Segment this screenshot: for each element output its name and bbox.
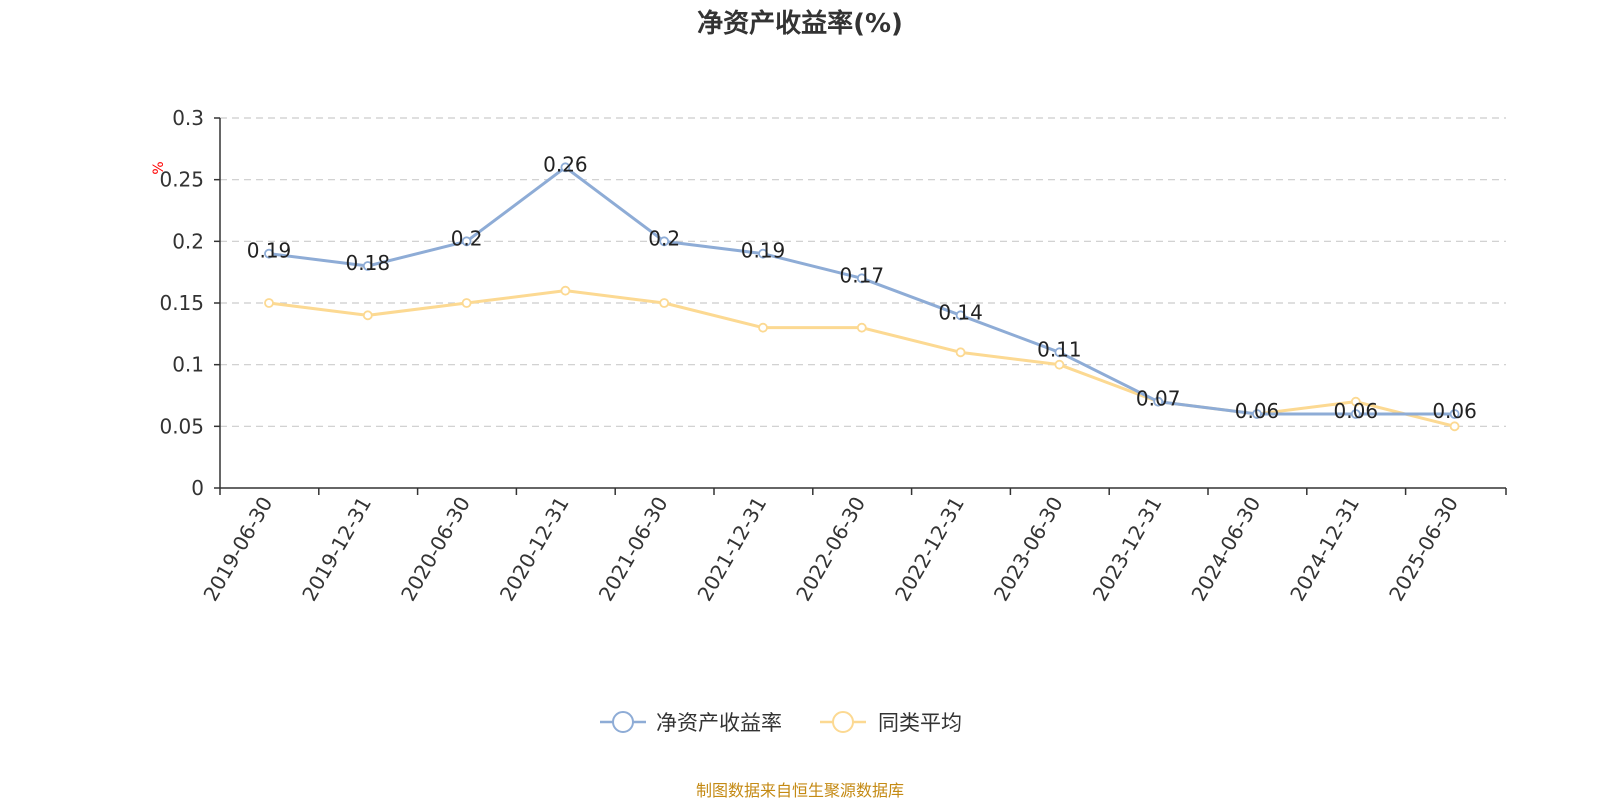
data-label: 0.06 <box>1235 399 1280 423</box>
series-lines <box>264 162 1460 432</box>
data-label: 0.19 <box>741 239 786 263</box>
x-tick-label: 2021-06-30 <box>594 493 673 606</box>
series-point-1[interactable] <box>264 298 274 308</box>
data-label: 0.19 <box>247 239 292 263</box>
x-tick-label: 2020-06-30 <box>396 493 475 606</box>
chart-title: 净资产收益率(%) <box>697 8 903 39</box>
data-label: 0.11 <box>1037 337 1082 361</box>
series-point-0[interactable] <box>955 310 966 321</box>
series-point-0[interactable] <box>362 261 373 271</box>
legend-label-1[interactable]: 同类平均 <box>878 711 962 735</box>
series-point-0[interactable] <box>1252 409 1262 419</box>
series-point-0[interactable] <box>461 236 472 247</box>
x-tick-label: 2024-06-30 <box>1186 493 1265 606</box>
series-point-0[interactable] <box>560 162 571 173</box>
series-point-1[interactable] <box>362 310 373 321</box>
series-point-1[interactable] <box>856 322 867 333</box>
data-label: 0.06 <box>1334 399 1379 423</box>
series-point-0[interactable] <box>1153 396 1164 407</box>
axes <box>214 117 1507 495</box>
data-label: 0.14 <box>938 300 983 324</box>
x-tick-label: 2023-06-30 <box>989 493 1068 606</box>
y-tick-labels: 0 0.05 0.1 0.15 0.2 0.25 0.3 <box>159 106 204 500</box>
series-point-0[interactable] <box>1449 409 1460 419</box>
series-point-1[interactable] <box>955 347 966 358</box>
y-tick-label: 0 <box>191 476 204 500</box>
data-label: 0.18 <box>346 251 391 275</box>
series-line-0 <box>268 165 1455 416</box>
legend-marker-0 <box>612 711 634 733</box>
data-source-note: 制图数据来自恒生聚源数据库 <box>696 781 904 800</box>
x-tick-label: 2020-12-31 <box>495 493 574 606</box>
x-tick-label: 2021-12-31 <box>692 493 771 606</box>
x-tick-label: 2019-12-31 <box>297 493 376 606</box>
series-point-0[interactable] <box>856 273 867 284</box>
series-point-1[interactable] <box>1449 421 1460 432</box>
x-tick-label: 2022-06-30 <box>791 493 870 606</box>
data-label: 0.07 <box>1136 387 1181 411</box>
y-tick-label: 0.15 <box>159 291 204 315</box>
x-tick-label: 2022-12-31 <box>890 493 969 606</box>
series-point-0[interactable] <box>758 248 768 259</box>
series-point-1[interactable] <box>758 322 768 333</box>
grid-lines <box>220 117 1506 427</box>
y-axis-unit: % <box>151 161 167 174</box>
data-label: 0.26 <box>543 152 588 176</box>
y-tick-label: 0.3 <box>172 106 204 130</box>
x-tick-label: 2019-06-30 <box>198 493 277 606</box>
y-tick-label: 0.05 <box>159 414 204 438</box>
series-point-1[interactable] <box>659 298 670 308</box>
data-label: 0.2 <box>648 226 680 250</box>
y-tick-label: 0.25 <box>159 168 204 192</box>
x-tick-label: 2023-12-31 <box>1088 493 1167 606</box>
series-point-0[interactable] <box>1054 347 1065 358</box>
x-tick-label: 2025-06-30 <box>1384 493 1463 606</box>
series-point-1[interactable] <box>461 298 472 308</box>
series-point-1[interactable] <box>560 285 571 296</box>
series-point-1[interactable] <box>1350 396 1361 407</box>
legend-label-0[interactable]: 净资产收益率 <box>656 711 782 735</box>
series-point-0[interactable] <box>659 236 670 247</box>
data-label: 0.06 <box>1432 399 1477 423</box>
x-tick-label: 2024-12-31 <box>1285 493 1364 606</box>
series-point-0[interactable] <box>1350 409 1361 419</box>
y-tick-label: 0.1 <box>172 353 204 377</box>
data-labels: 0.19 0.18 0.2 0.26 0.2 0.19 0.17 0.14 0.11 0.07 0.… <box>247 152 1477 423</box>
legend-marker-1 <box>832 711 854 733</box>
series-point-1[interactable] <box>1054 359 1065 370</box>
data-label: 0.17 <box>840 263 885 287</box>
legend[interactable]: 净资产收益率 同类平均 <box>600 711 962 735</box>
x-tick-labels: 2019-06-30 2019-12-31 2020-06-30 2020-12-31… <box>198 493 1463 606</box>
data-label: 0.2 <box>451 226 483 250</box>
series-point-0[interactable] <box>264 248 274 259</box>
y-tick-label: 0.2 <box>172 229 204 253</box>
